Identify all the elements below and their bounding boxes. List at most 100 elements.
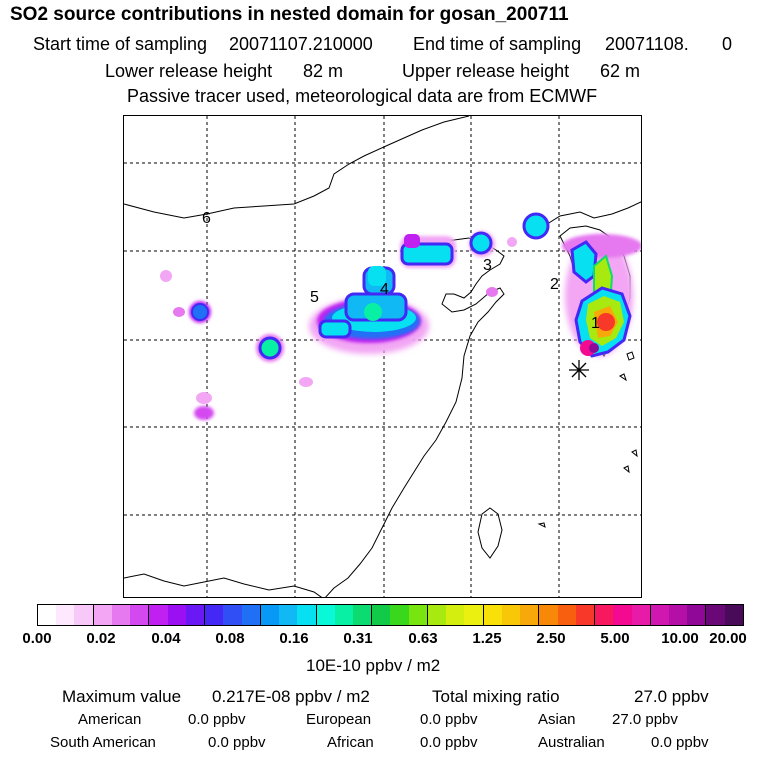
island <box>626 351 635 361</box>
colorbar-swatch <box>111 605 131 625</box>
coastline-china <box>325 237 505 597</box>
colorbar-swatch <box>631 605 651 625</box>
colorbar-swatch <box>595 605 614 625</box>
plume-halo <box>486 287 498 297</box>
region-name-african: African <box>327 734 374 751</box>
colorbar-tick: 0.31 <box>343 630 373 647</box>
upper-release-value: 62 m <box>600 61 641 81</box>
plume-band <box>404 234 420 248</box>
colorbar-swatch <box>223 605 242 625</box>
plume-halo <box>299 377 313 387</box>
max-value-label: Maximum value <box>62 687 182 706</box>
colorbar-swatch <box>205 605 224 625</box>
colorbar-swatch <box>260 605 280 625</box>
colorbar-tick: 0.00 <box>22 630 52 647</box>
region-name-australian: Australian <box>538 734 605 751</box>
plume-halo <box>194 406 214 420</box>
map-canvas: 1 2 3 4 5 6 <box>124 116 641 597</box>
colorbar-tick: 2.50 <box>536 630 566 647</box>
colorbar-swatch <box>74 605 94 625</box>
region-name-asian: Asian <box>538 711 576 728</box>
colorbar-swatch <box>390 605 409 625</box>
island <box>619 373 627 382</box>
island <box>631 449 638 458</box>
region-value-american: 0.0 ppbv <box>188 711 246 728</box>
colorbar-swatch <box>706 605 725 625</box>
colorbar-units: 10E-10 ppbv / m2 <box>306 656 441 675</box>
colorbar-swatch <box>464 605 484 625</box>
colorbar-swatch <box>56 605 75 625</box>
end-time-suffix: 0 <box>722 34 733 54</box>
region-name-american: American <box>78 711 142 728</box>
plume-core <box>522 212 550 240</box>
plume-core <box>318 319 352 339</box>
region-value-asian: 27.0 ppbv <box>612 711 678 728</box>
colorbar-swatch <box>687 605 707 625</box>
colorbar-swatch <box>149 605 168 625</box>
colorbar-swatch <box>130 605 150 625</box>
total-mixing-label: Total mixing ratio <box>432 687 560 706</box>
map-panel: 1 2 3 4 5 6 <box>123 115 642 598</box>
source-label-3: 3 <box>483 257 492 274</box>
colorbar-swatch <box>93 605 112 625</box>
colorbar-swatch <box>501 605 521 625</box>
upper-release-label: Upper release height <box>402 61 570 81</box>
asterisk-stroke <box>571 362 587 378</box>
border-line <box>543 201 641 227</box>
colorbar-swatch <box>167 605 186 625</box>
colorbar-tick: 0.08 <box>215 630 245 647</box>
source-label-4: 4 <box>380 281 389 298</box>
colorbar-swatch <box>557 605 576 625</box>
map-grid <box>124 116 641 597</box>
max-value: 0.217E-08 ppbv / m2 <box>212 687 370 706</box>
colorbar-swatch <box>613 605 632 625</box>
source-label-5: 5 <box>310 289 319 306</box>
colorbar-tick: 0.63 <box>408 630 438 647</box>
border-line <box>124 573 323 597</box>
plume-core <box>400 242 454 266</box>
plume-peak <box>597 313 615 331</box>
colorbar-swatch <box>539 605 558 625</box>
plume-halo <box>160 270 172 282</box>
lower-release-label: Lower release height <box>105 61 273 81</box>
coastlines <box>124 116 641 597</box>
colorbar-swatch <box>668 605 688 625</box>
source-label-1: 1 <box>591 315 600 332</box>
colorbar-swatch <box>185 605 206 625</box>
so2-plumes <box>160 212 641 420</box>
total-mixing-value: 27.0 ppbv <box>634 687 709 706</box>
region-name-south-american: South American <box>50 734 156 751</box>
colorbar-swatch <box>372 605 391 625</box>
colorbar-tick: 10.00 <box>661 630 699 647</box>
colorbar-tick: 20.00 <box>709 630 747 647</box>
colorbar-tick: 0.16 <box>279 630 309 647</box>
start-time-label: Start time of sampling <box>33 34 208 54</box>
colorbar-swatch <box>297 605 317 625</box>
colorbar-swatch <box>520 605 540 625</box>
plume-peak <box>364 303 382 321</box>
plume-core <box>191 303 209 321</box>
start-time-value: 20071107.210000 <box>229 34 373 54</box>
plume-core <box>258 336 282 360</box>
colorbar-swatch <box>724 605 743 625</box>
island <box>623 465 630 474</box>
region-value-south-american: 0.0 ppbv <box>208 734 266 751</box>
colorbar-tick: 5.00 <box>600 630 630 647</box>
colorbar-swatch <box>352 605 373 625</box>
region-value-african: 0.0 ppbv <box>420 734 478 751</box>
plume-halo <box>507 237 517 247</box>
colorbar-swatch <box>650 605 669 625</box>
border-line <box>124 116 470 219</box>
source-label-2: 2 <box>550 276 559 293</box>
colorbar-swatch <box>408 605 428 625</box>
source-labels: 1 2 3 4 5 6 <box>202 210 600 332</box>
chart-title: SO2 source contributions in nested domai… <box>10 4 569 25</box>
colorbar-swatch <box>575 605 596 625</box>
color-scale-bar <box>37 604 744 626</box>
colorbar-swatch <box>483 605 502 625</box>
colorbar-swatch <box>279 605 298 625</box>
plume-peak <box>589 343 599 353</box>
receptor-asterisk-icon <box>569 360 589 380</box>
colorbar-swatch <box>316 605 335 625</box>
end-time-label: End time of sampling <box>413 34 582 54</box>
